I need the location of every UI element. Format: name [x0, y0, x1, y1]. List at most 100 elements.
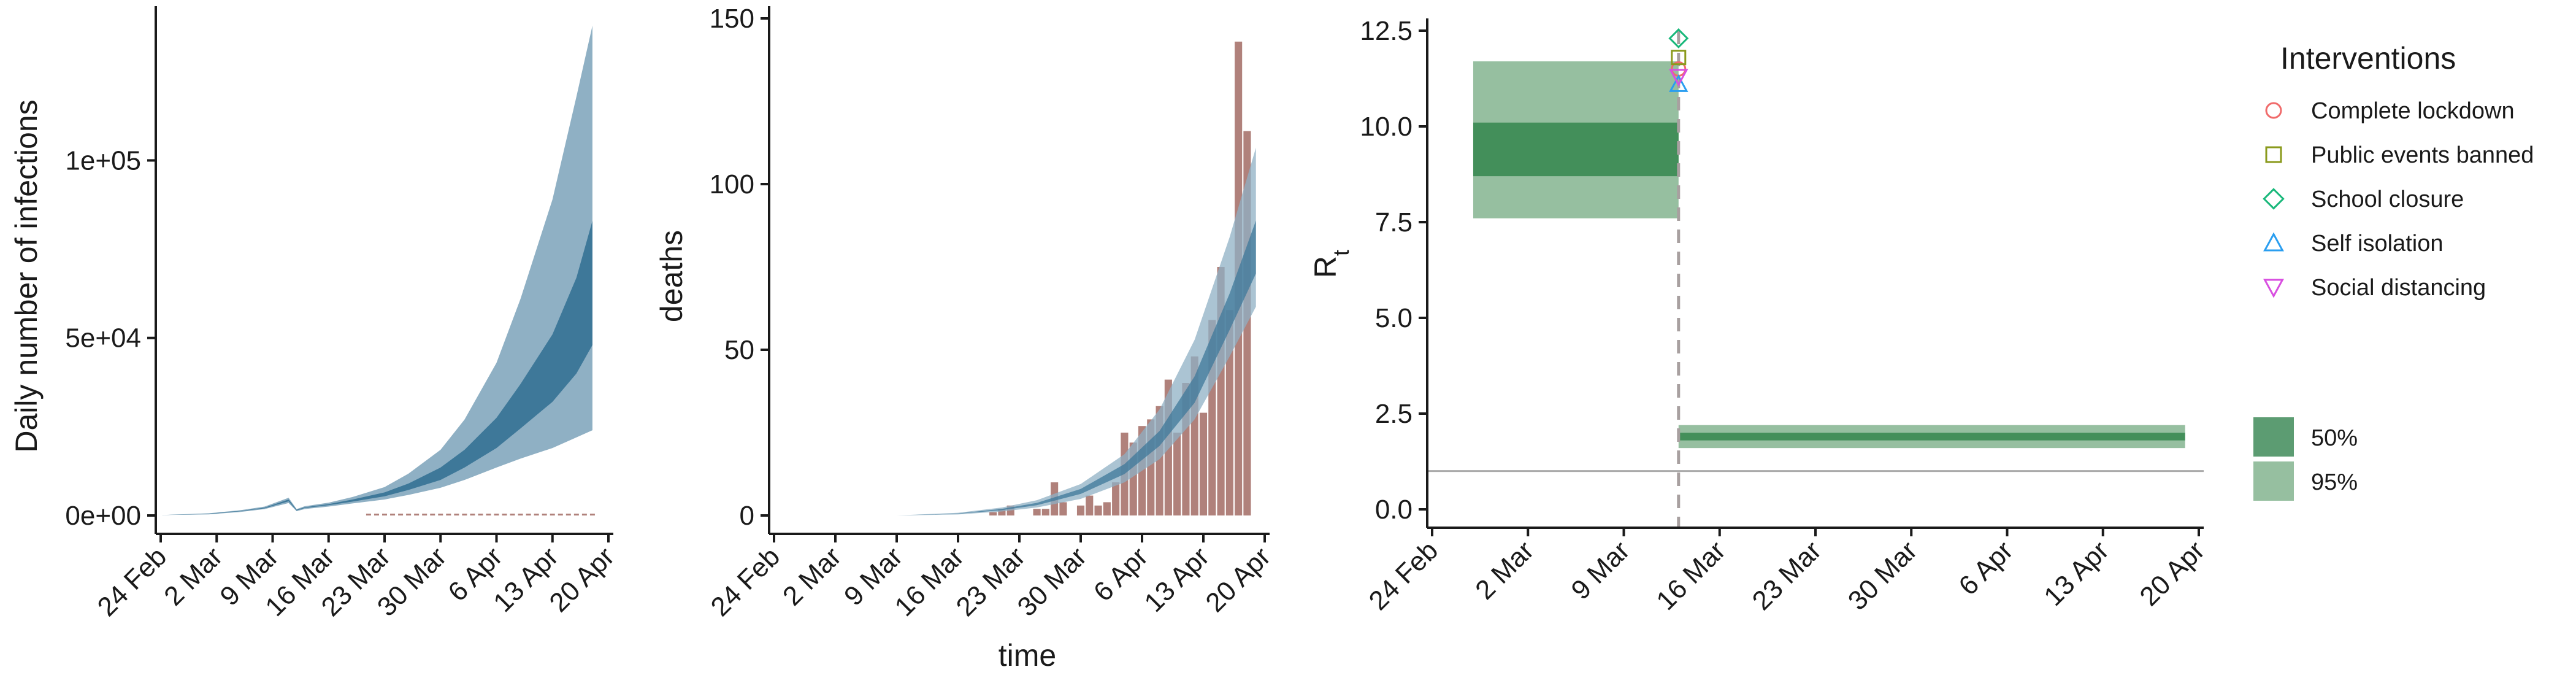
infections-y-axis-title: Daily number of infections — [9, 99, 44, 452]
legend-marker-icon — [2265, 102, 2282, 119]
rt-y-tick-label: 12.5 — [1360, 16, 1413, 46]
rt-intervention-marker — [1669, 74, 1689, 92]
infections-observed-bar — [589, 514, 595, 515]
deaths-y-axis-title: deaths — [654, 230, 689, 322]
deaths-y-tick-label: 0 — [740, 501, 754, 531]
legend-band-swatch — [2253, 461, 2294, 501]
infections-50-band — [161, 220, 592, 515]
rt-x-tick-label: 9 Mar — [1565, 535, 1635, 605]
legend-marker-icon — [2263, 188, 2285, 210]
deaths-bar — [1173, 433, 1181, 515]
legend-item-label: Social distancing — [2311, 275, 2486, 301]
infections-observed-bar — [430, 514, 435, 515]
infections-observed-bar — [518, 514, 523, 515]
infections-observed-bar — [565, 514, 571, 515]
infections-observed-bar — [581, 514, 587, 515]
infections-observed-bar — [573, 514, 579, 515]
deaths-bar — [998, 509, 1006, 515]
infections-observed-bar — [422, 514, 427, 515]
rt-intervention-marker — [1671, 50, 1687, 66]
legend-marker-icon — [2263, 232, 2284, 252]
legend-title: Interventions — [2280, 41, 2456, 75]
rt-panel: 24 Feb 2 Mar 9 Mar 16 Mar 23 Mar 30 Mar 6 Apr 1… — [1360, 16, 2210, 616]
rt-y-axis-title: Rt — [1308, 250, 1354, 278]
deaths-x-tick-label: 16 Mar — [889, 541, 970, 622]
rt-x-tick-label: 16 Mar — [1650, 535, 1731, 615]
rt-x-tick-label: 30 Mar — [1842, 535, 1923, 615]
infections-y-tick-label: 1e+05 — [65, 145, 141, 176]
infections-observed-bar — [462, 514, 467, 515]
deaths-bar — [1041, 509, 1049, 515]
infections-y-tick-label: 0e+00 — [65, 501, 141, 531]
infections-observed-bar — [398, 514, 404, 515]
deaths-bar — [1112, 482, 1120, 515]
infections-x-tick-label: 20 Apr — [543, 541, 620, 618]
infections-x-tick-label: 2 Mar — [158, 541, 228, 611]
infections-y-tick-label: 5e+04 — [65, 323, 141, 353]
rt-x-tick-label: 24 Feb — [1363, 535, 1444, 616]
deaths-bar — [1086, 495, 1094, 515]
legend-marker-icon — [2265, 146, 2282, 163]
rt-x-tick-label: 23 Mar — [1747, 535, 1827, 615]
infections-observed-bar — [366, 514, 371, 515]
deaths-x-tick-label: 24 Feb — [705, 541, 786, 622]
infections-observed-bar — [438, 514, 443, 515]
deaths-x-tick-label: 20 Apr — [1200, 541, 1276, 618]
rt-x-tick-label: 13 Apr — [2038, 535, 2115, 612]
infections-observed-bar — [510, 514, 515, 515]
deaths-bar — [1059, 502, 1067, 515]
rt-50-band — [1678, 433, 2185, 441]
infections-observed-bar — [406, 514, 412, 515]
deaths-bar — [1199, 412, 1208, 515]
deaths-bar — [1076, 505, 1085, 515]
deaths-x-tick-label: 30 Mar — [1012, 541, 1092, 622]
infections-observed-bar — [446, 514, 451, 515]
rt-50-band — [1473, 122, 1679, 177]
infections-x-tick-label: 24 Feb — [92, 541, 173, 622]
infections-observed-bar — [454, 514, 459, 515]
deaths-y-tick-label: 50 — [724, 335, 754, 365]
legend-item-label: Complete lockdown — [2311, 98, 2515, 124]
legend-marker-icon — [2263, 279, 2284, 298]
rt-intervention-marker — [1669, 69, 1689, 87]
infections-observed-bar — [414, 514, 420, 515]
deaths-bar — [1033, 509, 1041, 515]
infections-observed-bar — [558, 514, 563, 515]
deaths-x-axis-title: time — [999, 638, 1056, 673]
legend-item-label: Self isolation — [2311, 231, 2443, 257]
deaths-y-tick-label: 100 — [710, 169, 754, 199]
legend-band-label: 95% — [2311, 469, 2358, 495]
infections-observed-bar — [374, 514, 379, 515]
deaths-bar — [989, 512, 997, 515]
infections-observed-bar — [494, 514, 499, 515]
infections-95-band — [161, 25, 592, 515]
infections-observed-bar — [542, 514, 547, 515]
interventions-legend: Complete lockdown Public events banned Sch… — [2253, 98, 2534, 501]
infections-observed-bar — [502, 514, 507, 515]
rt-y-tick-label: 10.0 — [1360, 112, 1413, 142]
rt-intervention-marker — [1668, 28, 1689, 48]
deaths-x-tick-label: 13 Apr — [1138, 541, 1215, 618]
infections-observed-bar — [470, 514, 475, 515]
deaths-bar — [1103, 502, 1111, 515]
legend-item-label: Public events banned — [2311, 142, 2534, 168]
rt-y-tick-label: 0.0 — [1375, 495, 1413, 525]
deaths-x-tick-label: 23 Mar — [951, 541, 1031, 622]
infections-observed-bar — [382, 514, 387, 515]
infections-observed-bar — [390, 514, 396, 515]
rt-y-tick-label: 5.0 — [1375, 303, 1413, 333]
deaths-x-tick-label: 2 Mar — [777, 541, 847, 611]
infections-observed-bar — [486, 514, 491, 515]
rt-x-tick-label: 20 Apr — [2134, 535, 2210, 612]
rt-y-tick-label: 2.5 — [1375, 399, 1413, 429]
infections-observed-bar — [550, 514, 555, 515]
legend-band-label: 50% — [2311, 425, 2358, 451]
infections-observed-bar — [478, 514, 483, 515]
legend-band-swatch — [2253, 417, 2294, 457]
deaths-bar — [1094, 505, 1102, 515]
deaths-bar — [1225, 310, 1233, 515]
legend-item-label: School closure — [2311, 187, 2464, 212]
rt-x-tick-label: 2 Mar — [1470, 535, 1539, 605]
